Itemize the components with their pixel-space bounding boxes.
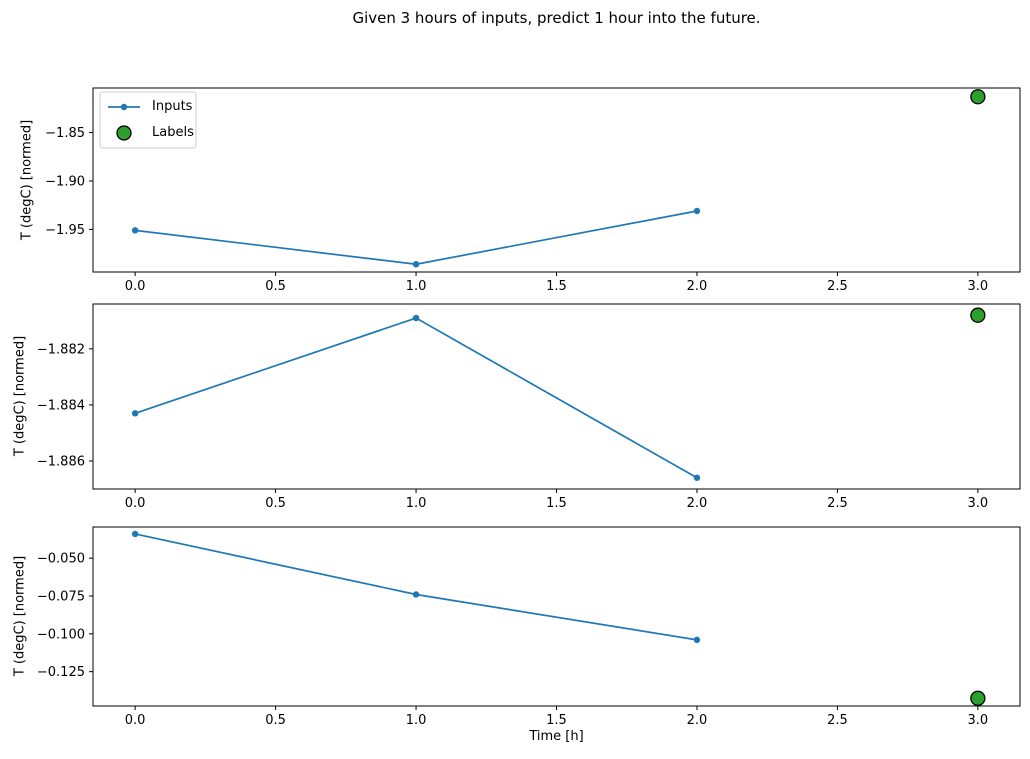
subplot-1-inputs-line xyxy=(135,210,698,266)
subplot-3-x-tick-label: 0.5 xyxy=(265,713,286,728)
subplot-3-inputs-point xyxy=(412,591,420,598)
subplot-1-y-tick-label: −1.95 xyxy=(45,223,85,238)
subplot-1-y-tick-label: −1.90 xyxy=(45,174,85,189)
subplot-1-inputs-point xyxy=(693,207,701,215)
subplot-2-labels-point xyxy=(970,307,986,323)
subplot-3-y-tick-label: −0.075 xyxy=(37,589,85,604)
subplot-3-inputs-line xyxy=(134,533,698,641)
subplot-2-x-tick-label: 3.0 xyxy=(968,496,989,511)
subplot-2-y-tick-label: −1.886 xyxy=(37,454,85,469)
subplot-1-labels-point xyxy=(970,89,986,105)
legend-inputs-marker xyxy=(120,103,128,111)
subplot-3-inputs-point xyxy=(693,636,701,644)
subplot-1-inputs-point xyxy=(412,261,420,268)
y-axis-label-subplot-1: T (degC) [normed] xyxy=(19,119,35,241)
subplot-3-y-tick-label: −0.050 xyxy=(37,552,85,567)
subplot-1-inputs-point xyxy=(131,227,139,234)
subplot-2-inputs-point xyxy=(693,474,701,481)
subplot-3-y-tick-label: −0.100 xyxy=(37,627,85,642)
subplot-3-x-tick-label: 0.0 xyxy=(125,713,146,728)
subplot-1-x-tick-label: 2.5 xyxy=(827,279,848,294)
x-axis-label: Time [h] xyxy=(529,729,584,744)
subplot-2-x-tick-label: 2.0 xyxy=(687,496,708,511)
subplot-1-x-tick-label: 2.0 xyxy=(687,279,708,294)
subplot-2-x-tick-label: 1.0 xyxy=(406,496,427,511)
subplot-2-border xyxy=(92,303,1021,490)
subplot-3-x-tick-label: 1.0 xyxy=(406,713,427,728)
y-axis-label-subplot-2: T (degC) [normed] xyxy=(12,335,28,457)
legend-label-inputs: Inputs xyxy=(152,99,193,114)
figure-title: Given 3 hours of inputs, predict 1 hour … xyxy=(352,9,761,27)
subplot-1-x-tick-label: 0.5 xyxy=(265,279,286,294)
subplot-3-x-tick-label: 1.5 xyxy=(546,713,567,728)
subplot-3-x-tick-label: 2.5 xyxy=(827,713,848,728)
subplot-2-y-tick-label: −1.882 xyxy=(37,342,85,357)
subplot-1-border xyxy=(92,87,1021,273)
subplot-3-inputs-point xyxy=(131,530,139,538)
subplot-2-x-tick-label: 0.5 xyxy=(265,496,286,511)
subplot-2-inputs-point xyxy=(412,314,420,322)
subplot-1-y-tick-label: −1.85 xyxy=(45,126,85,141)
legend-labels-marker xyxy=(116,125,132,141)
subplot-1-x-tick-label: 0.0 xyxy=(125,279,146,294)
subplot-2-x-tick-label: 1.5 xyxy=(546,496,567,511)
subplot-3-x-tick-label: 2.0 xyxy=(687,713,708,728)
subplot-3-labels-point xyxy=(970,690,986,706)
y-axis-label-subplot-3: T (degC) [normed] xyxy=(12,555,28,677)
subplot-1-x-tick-label: 1.5 xyxy=(546,279,567,294)
subplot-2-y-tick-label: −1.884 xyxy=(37,398,85,413)
subplot-1-x-tick-label: 1.0 xyxy=(406,279,427,294)
subplot-1-x-tick-label: 3.0 xyxy=(968,279,989,294)
subplot-2-inputs-line xyxy=(134,317,698,479)
subplot-2-x-tick-label: 0.0 xyxy=(125,496,146,511)
subplot-2-inputs-point xyxy=(131,410,139,417)
subplot-3-y-tick-label: −0.125 xyxy=(37,665,85,680)
subplot-3-x-tick-label: 3.0 xyxy=(968,713,989,728)
legend-label-labels: Labels xyxy=(152,125,194,140)
subplot-2-x-tick-label: 2.5 xyxy=(827,496,848,511)
